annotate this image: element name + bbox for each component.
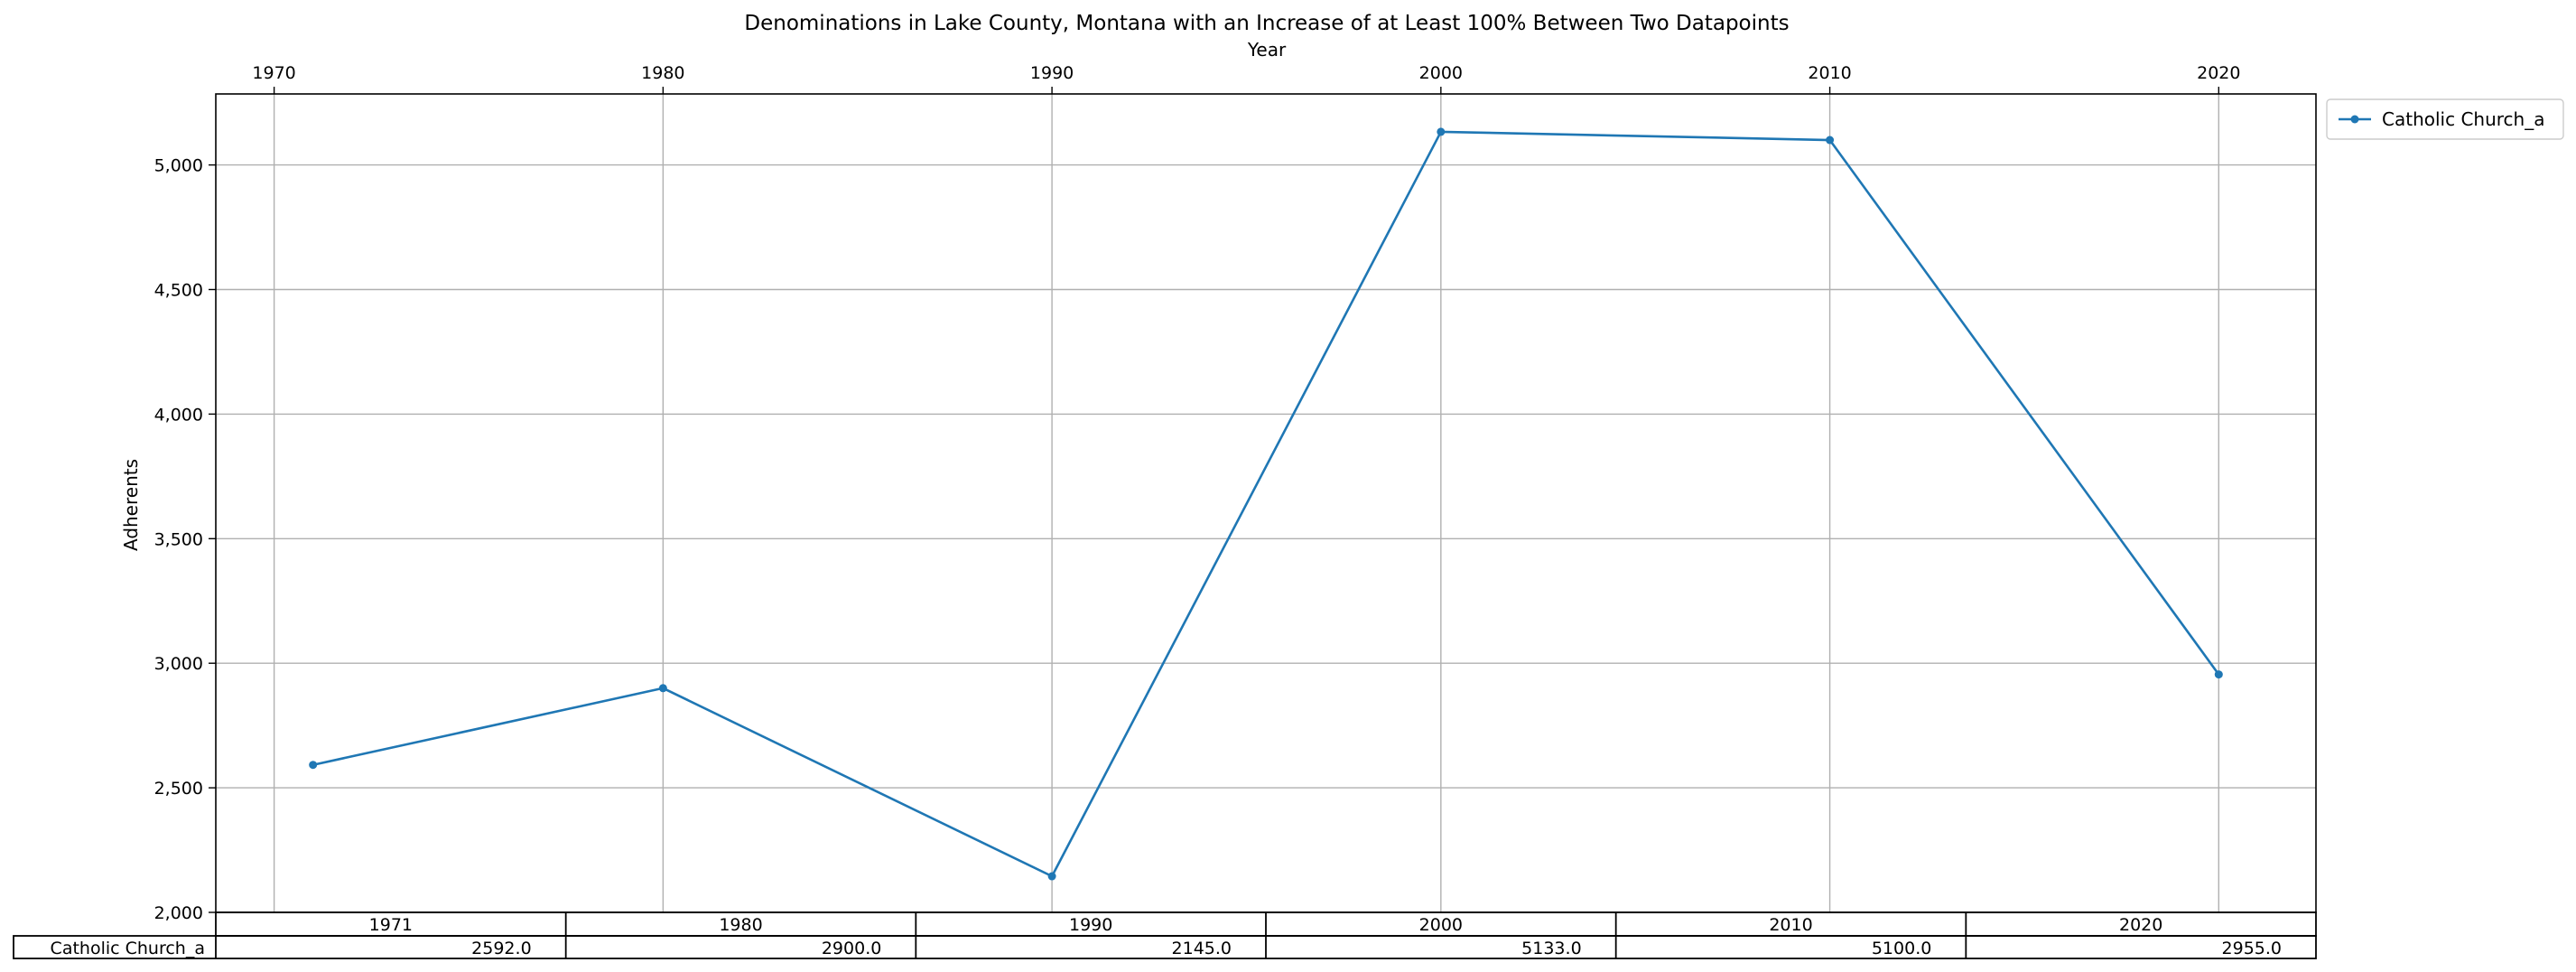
data-point [1047,872,1056,881]
table-header-cell: 1971 [369,915,413,935]
table-row-label: Catholic Church_a [51,939,205,958]
table-cell: 2592.0 [471,939,531,958]
y-tick-label: 2,500 [154,779,203,799]
series-group [309,127,2223,881]
x-tick-label: 1970 [252,63,295,83]
legend-frame [2326,98,2564,140]
table-cell: 2900.0 [822,939,881,958]
table-cell: 5100.0 [1872,939,1931,958]
y-axis-label: Adherents [120,459,142,551]
data-point [309,761,318,770]
x-tick-label: 2020 [2197,63,2240,83]
series-line [312,130,2220,878]
data-table: 1971 1980 1990 2000 2010 2020 Catholic Church_… [13,911,2317,959]
grid [216,94,2316,913]
data-point [658,684,667,693]
y-tick-label: 3,000 [154,654,203,674]
table-body-frame [13,935,2317,959]
chart-title: Denominations in Lake County, Montana wi… [744,12,1789,35]
x-tick-label: 1980 [641,63,684,83]
legend-swatch-marker [2350,115,2359,124]
x-axis-label: Year [1247,39,1287,61]
y-tick-label: 4,500 [154,281,203,301]
y-tick-label: 5,000 [154,156,203,176]
table-cell: 2955.0 [2222,939,2282,958]
table-header-cell: 2000 [1419,915,1463,935]
y-tick-label: 2,000 [154,903,203,923]
legend-label: Catholic Church_a [2382,108,2544,130]
x-ticks: 1970 1980 1990 2000 2010 2020 [252,63,2240,94]
data-point [2214,670,2223,679]
legend[interactable]: Catholic Church_a [2326,98,2564,140]
y-tick-label: 4,000 [154,405,203,425]
table-cell: 2145.0 [1172,939,1232,958]
y-tick-label: 3,500 [154,529,203,549]
data-point [1826,136,1835,145]
plot-frame [215,93,2317,913]
y-ticks: 2,000 2,500 3,000 3,500 4,000 4,500 5,000 [154,156,216,923]
table-header-cell: 2010 [1769,915,1812,935]
x-tick-label: 2010 [1808,63,1851,83]
table-header-cell: 2020 [2119,915,2162,935]
table-header-cell: 1980 [719,915,762,935]
table-cell: 5133.0 [1521,939,1581,958]
x-tick-label: 2000 [1419,63,1463,83]
x-tick-label: 1990 [1030,63,1074,83]
data-point [1437,127,1446,136]
table-header-cell: 1990 [1069,915,1112,935]
